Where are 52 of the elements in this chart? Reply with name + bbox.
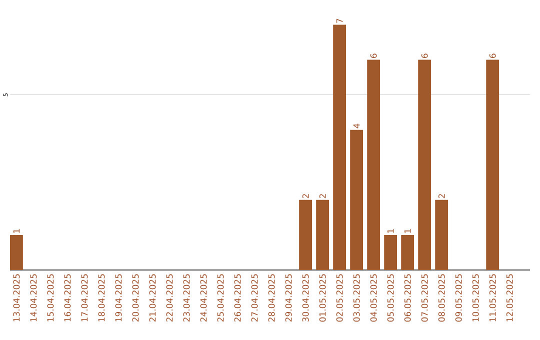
x-tick-label: 03.05.2025 — [353, 274, 360, 322]
data-label: 2 — [438, 194, 445, 198]
bar — [316, 200, 330, 270]
data-label: 1 — [387, 229, 394, 233]
data-label: 6 — [421, 54, 428, 58]
x-tick-label: 24.04.2025 — [200, 274, 207, 322]
data-label: 6 — [489, 54, 496, 58]
data-label: 7 — [336, 18, 343, 23]
x-tick-label: 20.04.2025 — [132, 274, 139, 322]
x-tick-label: 02.05.2025 — [336, 274, 343, 322]
x-tick-label: 08.05.2025 — [438, 274, 445, 322]
x-tick-label: 13.04.2025 — [13, 274, 20, 322]
x-tick-label: 30.04.2025 — [302, 274, 309, 322]
x-tick-label: 19.04.2025 — [115, 274, 122, 322]
bar — [299, 200, 312, 270]
bar — [486, 60, 500, 270]
bar — [367, 60, 380, 270]
x-tick-label: 21.04.2025 — [149, 274, 156, 322]
x-tick-label: 07.05.2025 — [421, 274, 428, 322]
x-tick-label: 27.04.2025 — [251, 274, 258, 322]
data-label: 1 — [404, 229, 411, 233]
x-tick-label: 29.04.2025 — [285, 274, 292, 322]
bar — [418, 60, 432, 270]
bar — [10, 234, 23, 270]
x-tick-label: 17.04.2025 — [81, 274, 88, 322]
bar — [333, 24, 346, 270]
x-tick-label: 06.05.2025 — [404, 274, 411, 322]
bar — [435, 200, 448, 270]
x-tick-label: 15.04.2025 — [47, 274, 54, 322]
bar — [384, 234, 398, 270]
x-tick-label: 01.05.2025 — [319, 274, 326, 322]
data-label: 2 — [302, 194, 309, 198]
x-tick-label: 14.04.2025 — [30, 274, 37, 322]
x-tick-label: 11.05.2025 — [489, 274, 496, 322]
bar — [401, 234, 414, 270]
x-tick-label: 16.04.2025 — [64, 274, 71, 322]
x-tick-label: 25.04.2025 — [217, 274, 224, 322]
x-tick-label: 23.04.2025 — [183, 274, 190, 322]
bar — [350, 130, 364, 270]
x-tick-label: 10.05.2025 — [472, 274, 479, 322]
data-label: 6 — [370, 54, 377, 58]
data-label: 4 — [353, 124, 360, 128]
x-tick-label: 22.04.2025 — [166, 274, 173, 322]
x-tick-label: 18.04.2025 — [98, 274, 105, 322]
x-tick-label: 04.05.2025 — [370, 274, 377, 322]
data-label: 1 — [13, 229, 20, 233]
x-tick-label: 12.05.2025 — [506, 274, 513, 322]
data-label: 2 — [319, 194, 326, 198]
x-tick-label: 05.05.2025 — [387, 274, 394, 322]
x-tick-label: 26.04.2025 — [234, 274, 241, 322]
x-tick-label: 28.04.2025 — [268, 274, 275, 322]
x-tick-label: 09.05.2025 — [455, 274, 462, 322]
